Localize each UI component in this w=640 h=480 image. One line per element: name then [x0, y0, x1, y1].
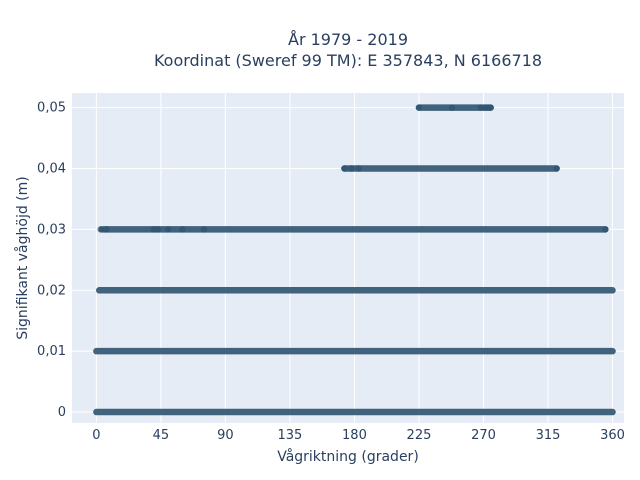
chart-title-line2: Koordinat (Sweref 99 TM): E 357843, N 61… [154, 51, 542, 70]
x-tick-label: 315 [536, 428, 561, 443]
data-point [341, 165, 348, 172]
data-point [448, 104, 456, 111]
plot-area [72, 93, 624, 423]
y-tick-label: 0,03 [37, 222, 66, 237]
data-point [200, 226, 208, 233]
data-point [164, 226, 172, 233]
x-tick-label: 180 [342, 428, 367, 443]
y-axis-title: Signifikant våghöjd (m) [14, 176, 31, 339]
x-tick-label: 0 [92, 428, 100, 443]
data-points [93, 104, 616, 416]
y-tick-label: 0,02 [37, 283, 66, 298]
y-tick-label: 0,05 [37, 101, 66, 116]
data-point [355, 165, 362, 172]
data-point [179, 226, 186, 233]
data-point [348, 165, 355, 172]
x-tick-label: 45 [153, 428, 170, 443]
x-tick-label: 90 [217, 428, 234, 443]
y-tick-label: 0 [58, 405, 66, 420]
x-tick-labels: 0 45 90 135 180 225 270 315 360 [92, 428, 625, 443]
data-point [103, 226, 110, 233]
data-point [487, 104, 494, 111]
x-tick-label: 360 [600, 428, 625, 443]
data-point [415, 104, 423, 111]
data-point [154, 226, 162, 233]
x-axis-title: Vågriktning (grader) [277, 448, 419, 465]
chart-title-line1: År 1979 - 2019 [288, 30, 408, 49]
x-tick-label: 225 [407, 428, 432, 443]
data-point [553, 165, 560, 172]
y-tick-label: 0,04 [37, 161, 66, 176]
x-tick-label: 270 [471, 428, 496, 443]
data-point [97, 226, 104, 233]
y-tick-label: 0,01 [37, 344, 66, 359]
x-tick-label: 135 [278, 428, 303, 443]
y-tick-labels: 0 0,01 0,02 0,03 0,04 0,05 [37, 101, 66, 420]
data-point [602, 226, 609, 233]
